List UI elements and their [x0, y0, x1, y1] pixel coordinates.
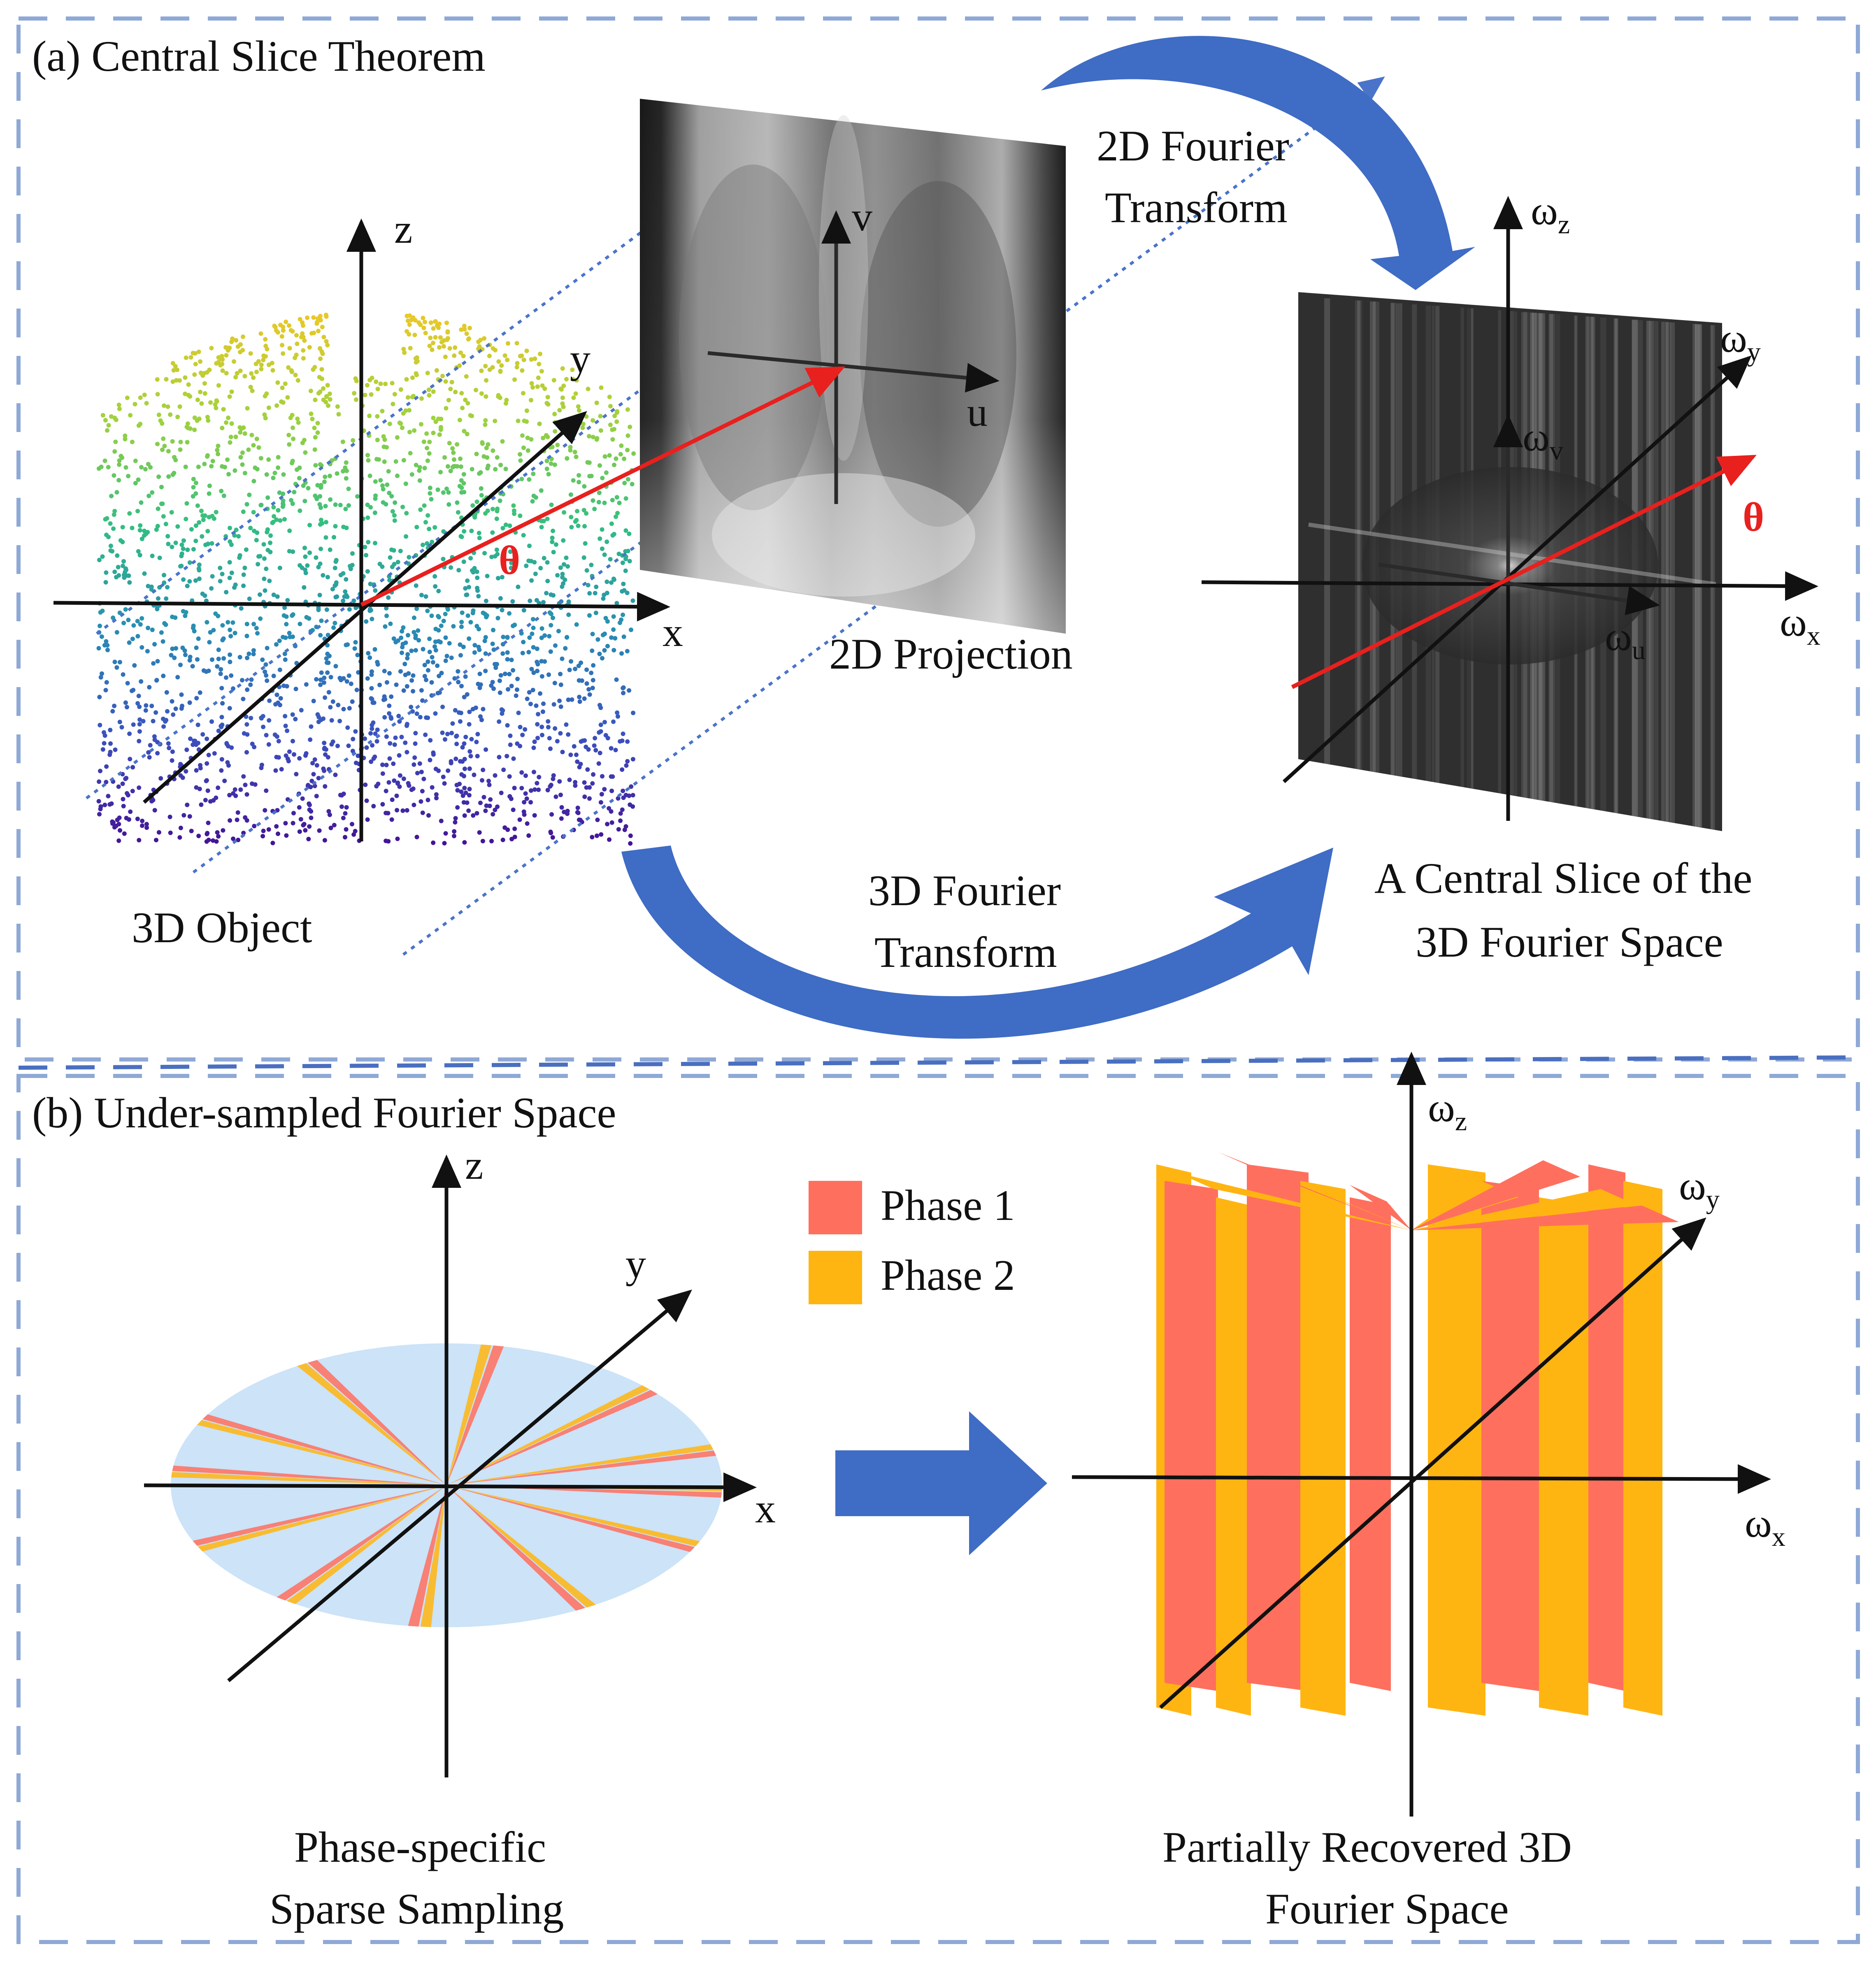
theta-label-object: θ — [499, 537, 520, 583]
panel-a-frame — [16, 16, 1860, 1062]
recovered-wy-label: ωy — [1679, 1163, 1720, 1215]
transform-3d-line2: Transform — [874, 928, 1057, 976]
recovered-wx-label: ωx — [1745, 1500, 1785, 1552]
recovered-wx-axis — [1072, 1464, 1771, 1494]
wv-label: ωv — [1523, 414, 1563, 466]
recovered-fourier-slabs — [1156, 1152, 1679, 1716]
legend-swatch-phase-1 — [809, 1181, 862, 1234]
legend-swatch-phase-2 — [809, 1251, 862, 1304]
arrow-3d-fourier-transform — [621, 846, 1333, 1039]
wx-label: ωx — [1780, 599, 1820, 651]
slice-label-line2: 3D Fourier Space — [1416, 918, 1723, 966]
transform-3d-line1: 3D Fourier — [868, 867, 1061, 915]
recovered-wz-label: ωz — [1428, 1085, 1467, 1136]
wy-label: ωy — [1720, 315, 1761, 367]
panel-b-title: (b) Under-sampled Fourier Space — [32, 1089, 616, 1137]
sampling-z-label: z — [465, 1142, 483, 1188]
wz-label: ωz — [1531, 188, 1570, 239]
sampling-label-line2: Sparse Sampling — [270, 1885, 564, 1933]
sampling-wedges — [171, 1344, 722, 1627]
point-cloud-object — [96, 312, 636, 846]
wu-label: ωu — [1605, 613, 1646, 665]
sampling-x-axis — [144, 1472, 757, 1502]
fourier-wu-axis — [1378, 562, 1660, 616]
arrow-sampling-to-recovered — [835, 1411, 1047, 1555]
projection-direction-arrow — [360, 366, 845, 607]
object-label: 3D Object — [132, 904, 312, 952]
fourier-slice-image — [1298, 292, 1722, 831]
projection-u-axis — [707, 351, 1000, 393]
projection-u-label: u — [967, 389, 988, 435]
recovered-label-line2: Fourier Space — [1265, 1885, 1509, 1933]
transform-2d-line1: 2D Fourier — [1097, 122, 1289, 170]
recovered-wy-axis — [1159, 1217, 1706, 1709]
sampling-y-axis — [227, 1289, 692, 1682]
panel-divider — [18, 1055, 1858, 1070]
transform-2d-line2: Transform — [1105, 184, 1288, 232]
legend-label-phase-1: Phase 1 — [881, 1181, 1015, 1229]
panel-a-title: (a) Central Slice Theorem — [32, 32, 486, 80]
slice-direction-arrow — [1291, 455, 1757, 689]
sampling-x-label: x — [755, 1486, 776, 1531]
sampling-y-label: y — [625, 1241, 646, 1287]
object-x-label: x — [663, 609, 683, 655]
recovered-label-line1: Partially Recovered 3D — [1162, 1823, 1572, 1871]
object-z-label: z — [394, 206, 412, 252]
xray-projection-image — [640, 99, 1066, 634]
projection-v-label: v — [852, 194, 872, 239]
projection-label: 2D Projection — [829, 630, 1073, 678]
legend-label-phase-2: Phase 2 — [881, 1251, 1015, 1299]
theta-label-slice: θ — [1743, 494, 1764, 540]
panel-b-frame — [16, 1074, 1860, 1944]
object-y-axis — [143, 411, 587, 804]
fourier-wy-axis — [1282, 355, 1752, 783]
object-y-label: y — [570, 336, 590, 381]
arrow-2d-fourier-transform — [1041, 36, 1475, 290]
sampling-label-line1: Phase-specific — [294, 1823, 546, 1871]
slice-label-line1: A Central Slice of the — [1374, 854, 1752, 902]
